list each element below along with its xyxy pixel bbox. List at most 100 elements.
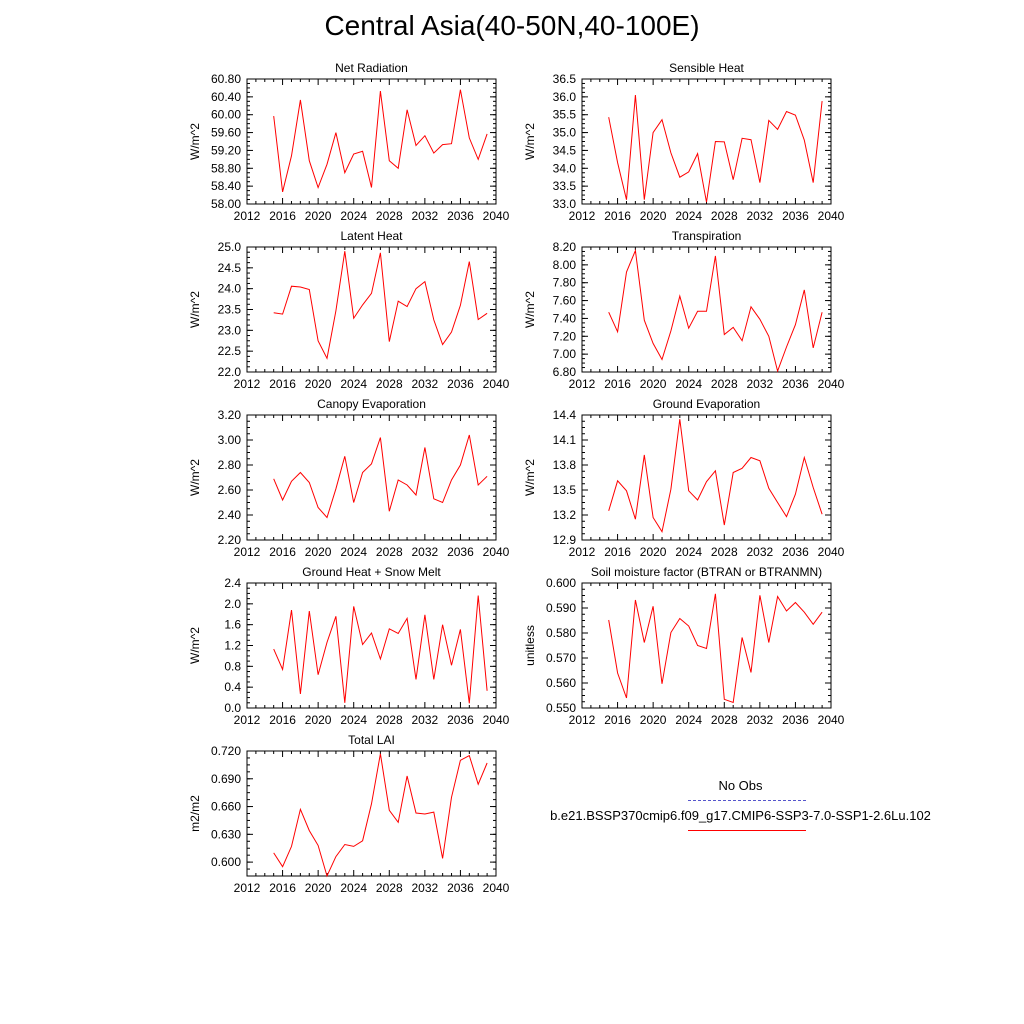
plot-frame	[246, 582, 497, 709]
x-tick-label: 2040	[483, 377, 510, 391]
x-tick-label: 2012	[569, 545, 596, 559]
y-tick-label: 25.0	[218, 240, 242, 254]
series-line	[273, 753, 488, 878]
x-tick-label: 2040	[818, 377, 845, 391]
y-tick-label: 13.2	[553, 508, 577, 522]
x-tick-label: 2040	[818, 545, 845, 559]
chart-panel-8: Soil moisture factor (BTRAN or BTRANMN) u…	[523, 565, 845, 727]
x-tick-label: 2016	[604, 209, 631, 223]
series-line	[273, 251, 488, 360]
legend-case-line	[688, 830, 806, 831]
y-tick-label: 59.20	[211, 143, 241, 157]
y-axis-label: unitless	[523, 625, 537, 666]
x-tick-label: 2032	[412, 209, 439, 223]
y-tick-label: 1.6	[224, 618, 241, 632]
x-tick-label: 2032	[412, 377, 439, 391]
y-tick-label: 0.600	[211, 855, 241, 869]
y-tick-label: 35.0	[553, 126, 577, 140]
y-axis-label: W/m^2	[188, 123, 202, 160]
plot-frame	[581, 78, 832, 205]
chart-panel-5: Canopy Evaporation W/m^2 2012 2016 2020 2024 2…	[188, 397, 510, 559]
x-tick-label: 2040	[818, 209, 845, 223]
x-tick-label: 2028	[711, 377, 738, 391]
x-tick-label: 2036	[782, 713, 809, 727]
x-tick-label: 2036	[447, 881, 474, 895]
x-tick-label: 2032	[412, 713, 439, 727]
y-tick-label: 7.20	[553, 329, 577, 343]
x-tick-label: 2016	[604, 545, 631, 559]
y-tick-label: 7.60	[553, 294, 577, 308]
x-tick-label: 2028	[711, 713, 738, 727]
panel-title: Ground Evaporation	[653, 397, 760, 411]
x-tick-label: 2020	[305, 209, 332, 223]
x-tick-label: 2032	[747, 377, 774, 391]
x-tick-label: 2016	[269, 209, 296, 223]
y-tick-label: 6.80	[553, 365, 577, 379]
panel-title: Ground Heat + Snow Melt	[302, 565, 441, 579]
x-tick-label: 2020	[640, 209, 667, 223]
y-tick-label: 0.0	[224, 701, 241, 715]
x-tick-label: 2032	[412, 881, 439, 895]
x-tick-label: 2020	[305, 881, 332, 895]
x-tick-label: 2040	[483, 209, 510, 223]
x-tick-label: 2024	[340, 881, 367, 895]
panel-title: Sensible Heat	[669, 61, 744, 75]
legend-obs-line	[688, 800, 806, 801]
y-tick-label: 0.550	[546, 701, 576, 715]
x-tick-label: 2020	[640, 377, 667, 391]
x-tick-label: 2024	[340, 377, 367, 391]
y-tick-label: 60.80	[211, 72, 241, 86]
y-tick-label: 13.8	[553, 458, 577, 472]
x-tick-label: 2024	[675, 209, 702, 223]
series-line	[608, 95, 823, 203]
x-tick-label: 2016	[604, 377, 631, 391]
x-tick-label: 2024	[675, 377, 702, 391]
x-tick-label: 2016	[269, 713, 296, 727]
y-tick-label: 33.0	[553, 197, 577, 211]
y-tick-label: 8.20	[553, 240, 577, 254]
y-tick-label: 2.0	[224, 597, 241, 611]
x-tick-label: 2024	[675, 713, 702, 727]
x-tick-label: 2020	[305, 713, 332, 727]
x-tick-label: 2024	[340, 545, 367, 559]
series-line	[273, 434, 488, 519]
figure-title: Central Asia(40-50N,40-100E)	[324, 10, 700, 41]
x-tick-label: 2012	[234, 209, 261, 223]
x-tick-label: 2028	[376, 713, 403, 727]
x-tick-label: 2012	[569, 209, 596, 223]
x-tick-label: 2016	[269, 881, 296, 895]
y-tick-label: 2.4	[224, 576, 241, 590]
y-tick-label: 12.9	[553, 533, 577, 547]
y-tick-label: 22.5	[218, 344, 242, 358]
x-tick-label: 2020	[305, 545, 332, 559]
y-tick-label: 0.690	[211, 772, 241, 786]
chart-panel-2: Sensible Heat W/m^2 2012 2016 2020 2024 2028 20…	[523, 61, 845, 223]
x-tick-label: 2012	[569, 713, 596, 727]
plot-frame	[581, 414, 832, 541]
y-tick-label: 33.5	[553, 179, 577, 193]
x-tick-label: 2040	[483, 881, 510, 895]
y-tick-label: 0.630	[211, 827, 241, 841]
y-tick-label: 24.0	[218, 282, 242, 296]
y-tick-label: 24.5	[218, 261, 242, 275]
chart-panel-1: Net Radiation W/m^2 2012 2016 2020 2024 2028 20…	[188, 61, 510, 223]
x-tick-label: 2028	[376, 545, 403, 559]
series-line	[608, 419, 823, 534]
legend-obs-label: No Obs	[718, 778, 763, 793]
y-axis-label: m2/m2	[188, 795, 202, 832]
x-tick-label: 2036	[447, 713, 474, 727]
y-tick-label: 23.5	[218, 303, 242, 317]
x-tick-label: 2028	[376, 377, 403, 391]
x-tick-label: 2016	[604, 713, 631, 727]
series-line	[273, 595, 488, 704]
y-tick-label: 0.720	[211, 744, 241, 758]
y-tick-label: 60.40	[211, 90, 241, 104]
y-tick-label: 35.5	[553, 108, 577, 122]
x-tick-label: 2012	[234, 545, 261, 559]
x-tick-label: 2024	[675, 545, 702, 559]
panel-title: Transpiration	[672, 229, 742, 243]
x-tick-label: 2012	[234, 713, 261, 727]
y-tick-label: 58.40	[211, 179, 241, 193]
x-tick-label: 2036	[447, 377, 474, 391]
